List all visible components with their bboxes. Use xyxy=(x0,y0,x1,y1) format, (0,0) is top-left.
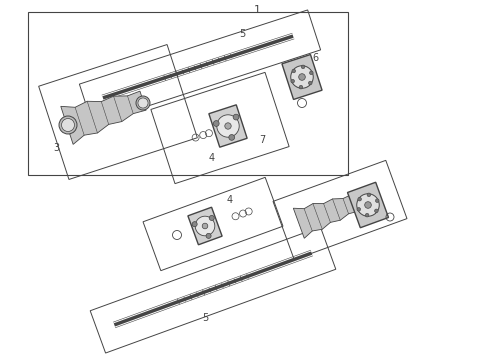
Circle shape xyxy=(357,194,379,216)
Text: 1: 1 xyxy=(253,5,261,15)
Circle shape xyxy=(206,233,211,238)
Circle shape xyxy=(299,74,305,80)
Circle shape xyxy=(375,199,379,202)
Circle shape xyxy=(233,114,239,120)
Circle shape xyxy=(358,197,362,201)
Text: 5: 5 xyxy=(202,313,208,323)
Text: 2: 2 xyxy=(367,185,373,195)
Circle shape xyxy=(374,209,378,213)
Circle shape xyxy=(308,81,312,85)
Circle shape xyxy=(138,98,148,108)
Text: 4: 4 xyxy=(227,195,233,205)
Polygon shape xyxy=(188,207,222,245)
Circle shape xyxy=(195,216,215,236)
Circle shape xyxy=(59,116,77,134)
Circle shape xyxy=(357,207,361,211)
Polygon shape xyxy=(294,194,358,238)
Text: 4: 4 xyxy=(209,153,215,163)
Circle shape xyxy=(366,213,369,217)
Circle shape xyxy=(310,71,313,75)
Circle shape xyxy=(213,121,219,126)
Circle shape xyxy=(192,222,197,227)
Circle shape xyxy=(62,118,74,131)
Text: 5: 5 xyxy=(239,29,245,39)
Circle shape xyxy=(367,193,371,197)
Circle shape xyxy=(299,85,303,89)
Polygon shape xyxy=(282,54,322,99)
Circle shape xyxy=(217,115,239,137)
Circle shape xyxy=(365,202,371,208)
Text: 3: 3 xyxy=(53,143,59,153)
Circle shape xyxy=(292,69,295,73)
Circle shape xyxy=(301,65,305,69)
Circle shape xyxy=(202,223,208,229)
Circle shape xyxy=(136,96,150,110)
Text: 7: 7 xyxy=(259,135,265,145)
Polygon shape xyxy=(61,91,146,144)
Circle shape xyxy=(291,79,294,83)
Polygon shape xyxy=(347,182,389,228)
Polygon shape xyxy=(209,105,247,147)
Circle shape xyxy=(209,215,214,220)
Text: 6: 6 xyxy=(312,53,318,63)
Circle shape xyxy=(229,135,235,140)
Circle shape xyxy=(225,123,231,129)
Circle shape xyxy=(291,66,313,88)
